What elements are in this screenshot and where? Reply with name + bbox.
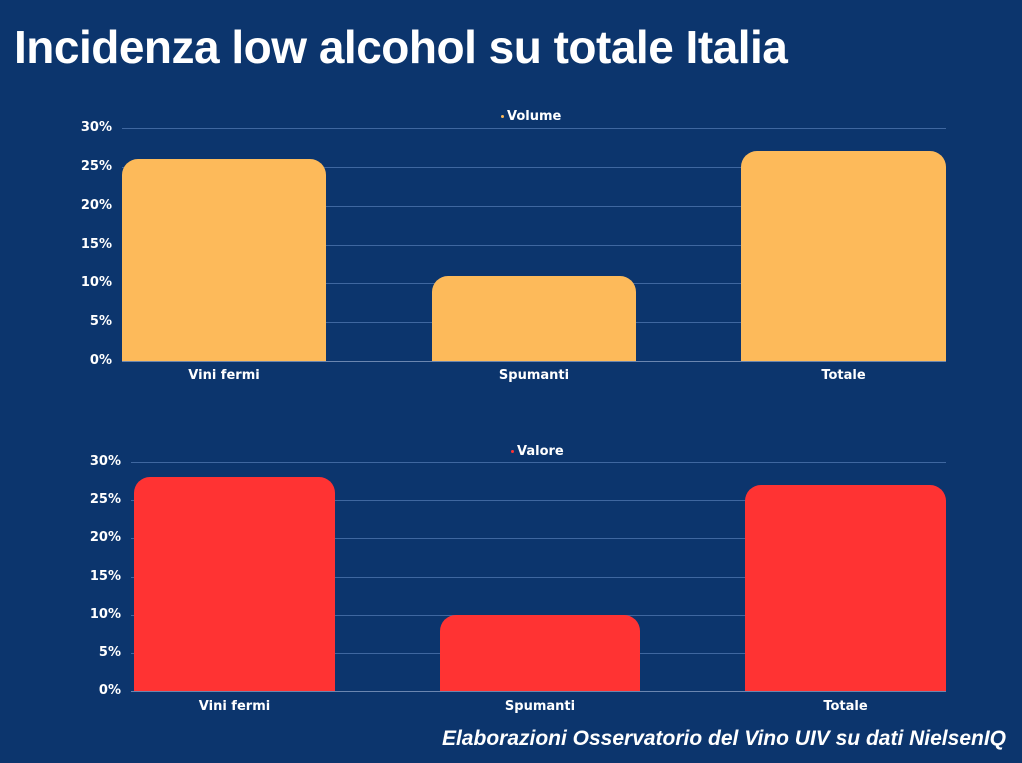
legend-swatch-icon [511, 450, 514, 453]
y-tick-label: 20% [80, 198, 112, 213]
gridline [122, 245, 946, 246]
legend-label: Valore [517, 444, 564, 459]
y-tick-label: 15% [89, 569, 121, 584]
x-category-label: Totale [823, 699, 868, 714]
y-tick-label: 10% [80, 275, 112, 290]
x-category-label: Totale [821, 368, 866, 383]
y-tick-label: 30% [89, 454, 121, 469]
gridline [131, 462, 946, 463]
y-tick-label: 5% [89, 314, 112, 329]
bar-vini-fermi [122, 159, 326, 361]
bar-totale [745, 485, 946, 691]
x-category-label: Vini fermi [188, 368, 260, 383]
x-category-label: Vini fermi [198, 699, 271, 714]
gridline [122, 167, 946, 168]
gridline [122, 206, 946, 207]
y-tick-label: 25% [80, 159, 112, 174]
gridline [131, 500, 946, 501]
y-tick-label: 0% [98, 683, 121, 698]
legend-label: Volume [507, 109, 562, 124]
x-category-label: Spumanti [504, 699, 576, 714]
chart-legend: Valore [511, 444, 564, 460]
bar-spumanti [440, 615, 640, 691]
x-axis-line [122, 361, 946, 362]
bar-totale [741, 151, 946, 361]
y-tick-label: 20% [89, 530, 121, 545]
gridline [131, 538, 946, 539]
gridline [131, 577, 946, 578]
source-footnote: Elaborazioni Osservatorio del Vino UIV s… [441, 727, 1006, 750]
page-title: Incidenza low alcohol su totale Italia [14, 21, 788, 73]
y-tick-label: 5% [98, 645, 121, 660]
x-category-label: Spumanti [498, 368, 570, 383]
y-tick-label: 25% [89, 492, 121, 507]
chart-legend: Volume [501, 109, 561, 125]
y-tick-label: 10% [89, 607, 121, 622]
bar-spumanti [432, 276, 636, 361]
y-tick-label: 0% [89, 353, 112, 368]
gridline [122, 128, 946, 129]
bar-vini-fermi [134, 477, 335, 691]
legend-swatch-icon [501, 115, 504, 118]
y-tick-label: 30% [80, 120, 112, 135]
x-axis-line [131, 691, 946, 692]
y-tick-label: 15% [80, 237, 112, 252]
